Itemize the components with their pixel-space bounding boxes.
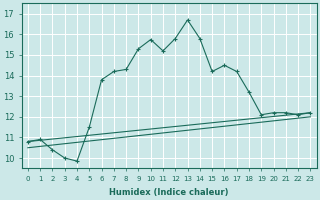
X-axis label: Humidex (Indice chaleur): Humidex (Indice chaleur) xyxy=(109,188,229,197)
